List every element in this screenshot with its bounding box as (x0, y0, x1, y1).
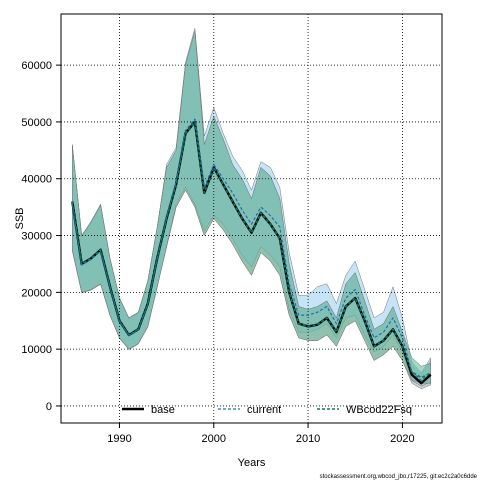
y-tick-label: 10000 (21, 344, 52, 356)
series-lines (71, 118, 432, 385)
y-axis-title: SSB (14, 207, 26, 229)
legend-label-current: current (247, 404, 281, 416)
y-tick-label: 60000 (21, 60, 52, 72)
line-wbcod22fsq (71, 121, 432, 379)
y-tick-label: 40000 (21, 174, 52, 186)
x-tick-label: 2020 (390, 433, 414, 445)
x-axis-title: Years (238, 457, 266, 469)
y-tick-label: 50000 (21, 117, 52, 129)
legend-label-wbcod22fsq: WBcod22Fsq (346, 404, 412, 416)
x-tick-label: 2010 (296, 433, 320, 445)
line-current (71, 118, 432, 381)
watermark-text: stockassessment.org,wbcod_jbo,r17225, gi… (320, 474, 478, 480)
x-axis: 1990 2000 2010 2020 (107, 423, 415, 445)
plot-frame (60, 13, 443, 424)
y-tick-label: 0 (46, 401, 52, 413)
x-tick-label: 2000 (202, 433, 226, 445)
grid-lines (61, 14, 442, 423)
band-wbcod22fsq (72, 30, 431, 384)
y-tick-label: 30000 (21, 231, 52, 243)
legend: base current WBcod22Fsq (122, 404, 412, 416)
y-axis: 0 10000 20000 30000 40000 50000 60000 (21, 60, 61, 413)
x-tick-label: 1990 (107, 433, 131, 445)
legend-label-base: base (151, 404, 175, 416)
confidence-bands (72, 28, 431, 390)
y-tick-label: 20000 (21, 287, 52, 299)
